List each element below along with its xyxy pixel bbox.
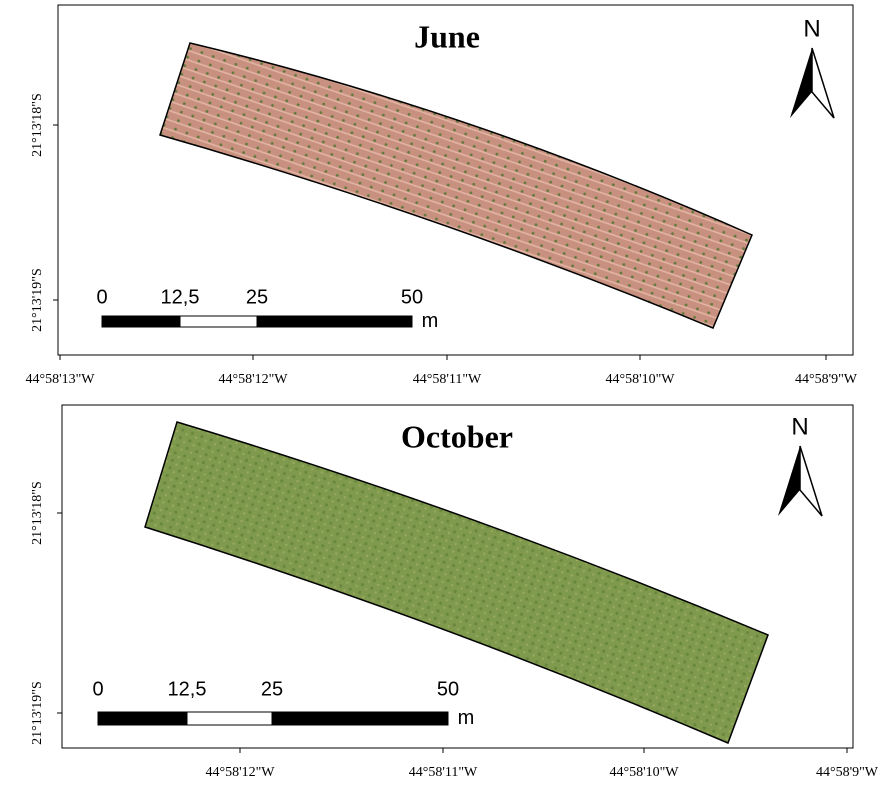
x-tick-label: 44°58'12"W <box>218 372 288 387</box>
panel-title: October <box>401 418 513 454</box>
x-tick-label: 44°58'13"W <box>25 372 95 387</box>
panel-title: June <box>414 18 480 54</box>
scale-bar-label: 12,5 <box>161 286 200 308</box>
scale-bar-label: 50 <box>437 678 459 700</box>
scale-bar-label: 0 <box>96 286 107 308</box>
scale-bar-label: 12,5 <box>168 678 207 700</box>
scale-bar-label: 25 <box>246 286 268 308</box>
map-figure: June N 21°13'18"S 21°13'19"S 44°58'13"W 44°58… <box>0 0 888 787</box>
x-tick-label: 44°58'9"W <box>795 372 858 387</box>
x-tick-label: 44°58'12"W <box>205 765 275 780</box>
map-panel: October N 21°13'18"S 21°13'19"S 44°58'12"W 44… <box>30 405 879 780</box>
scale-bar-segment <box>272 712 448 725</box>
y-tick-label: 21°13'18"S <box>30 93 45 157</box>
scale-bar-unit: m <box>422 310 439 332</box>
y-tick-label: 21°13'19"S <box>30 268 45 332</box>
scale-bar-segment <box>98 712 187 725</box>
x-tick-label: 44°58'11"W <box>413 372 482 387</box>
x-tick-label: 44°58'10"W <box>605 372 675 387</box>
north-label: N <box>803 15 820 42</box>
y-tick-label: 21°13'18"S <box>30 481 45 545</box>
scale-bar-label: 0 <box>92 678 103 700</box>
x-tick-label: 44°58'10"W <box>609 765 679 780</box>
scale-bar-unit: m <box>458 707 475 729</box>
north-label: N <box>791 413 808 440</box>
x-tick-label: 44°58'9"W <box>816 765 879 780</box>
y-tick-label: 21°13'19"S <box>30 681 45 745</box>
scale-bar-label: 25 <box>261 678 283 700</box>
scale-bar-segment <box>257 316 412 327</box>
scale-bar-segment <box>187 712 272 725</box>
scale-bar-segment <box>102 316 180 327</box>
map-panel: June N 21°13'18"S 21°13'19"S 44°58'13"W 44°58… <box>25 5 857 387</box>
scale-bar-segment <box>180 316 257 327</box>
scale-bar-label: 50 <box>401 286 423 308</box>
x-tick-label: 44°58'11"W <box>409 765 478 780</box>
